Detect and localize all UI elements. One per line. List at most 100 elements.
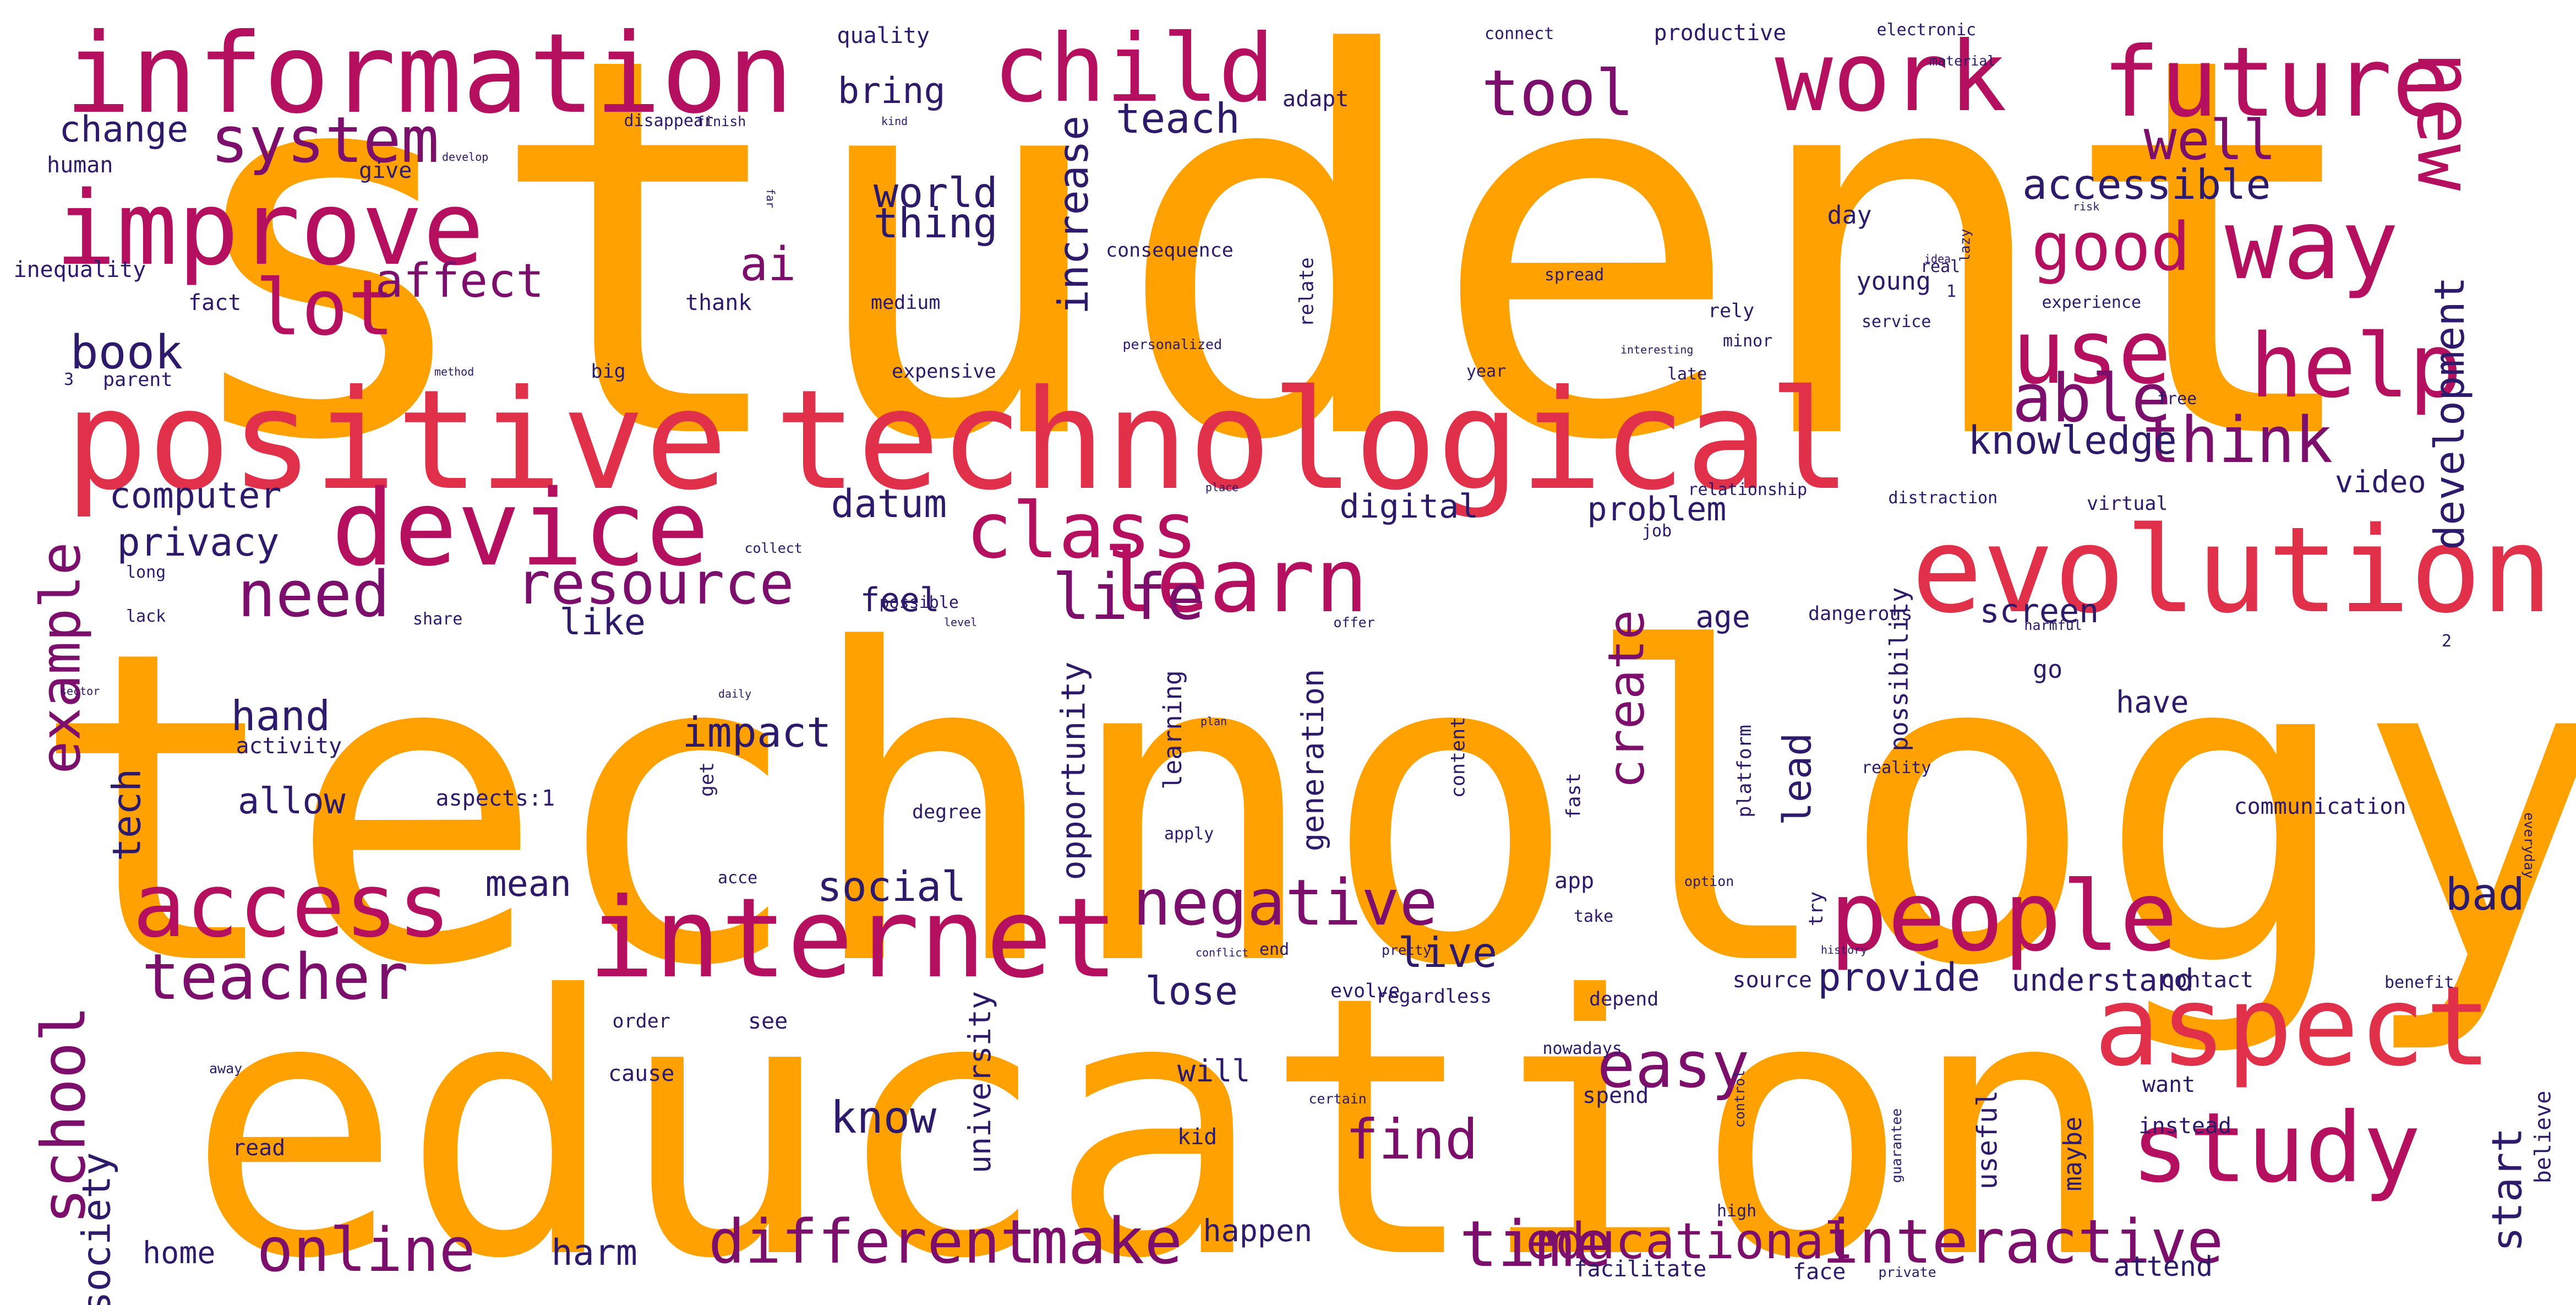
word-harm: harm xyxy=(551,1232,638,1274)
word-information: information xyxy=(64,10,794,138)
word-parent: parent xyxy=(103,368,173,391)
word-go: go xyxy=(2033,654,2063,684)
word-lazy: lazy xyxy=(1957,228,1973,262)
word-app: app xyxy=(1554,868,1595,894)
word-fast: fast xyxy=(1563,772,1585,819)
word-end: end xyxy=(1259,940,1290,959)
word-society: society xyxy=(74,1152,119,1305)
word-content: content xyxy=(1447,716,1470,798)
word-day: day xyxy=(1827,200,1872,230)
word-1: 1 xyxy=(1946,282,1957,301)
word-long: long xyxy=(126,563,166,582)
word-teacher: teacher xyxy=(141,940,409,1014)
word-technological: technological xyxy=(774,360,1852,520)
word-minor: minor xyxy=(1723,331,1773,351)
word-start: start xyxy=(2482,1127,2531,1252)
word-human: human xyxy=(47,153,113,178)
word-collect: collect xyxy=(744,540,803,556)
word-3: 3 xyxy=(64,370,74,389)
word-pretty: pretty xyxy=(1382,942,1432,958)
word-kind: kind xyxy=(881,115,908,128)
word-accessible: accessible xyxy=(2022,160,2271,209)
word-bad: bad xyxy=(2445,869,2525,920)
word-late: late xyxy=(1667,365,1707,384)
word-educational: educational xyxy=(1526,1212,1854,1270)
word-aspect: aspect xyxy=(2094,963,2492,1091)
word-option: option xyxy=(1684,873,1734,889)
word-finish: finish xyxy=(696,113,746,129)
word-lose: lose xyxy=(1145,969,1238,1014)
word-regardless: regardless xyxy=(1376,985,1492,1008)
word-generation: generation xyxy=(1295,668,1330,851)
word-far: far xyxy=(764,188,778,209)
word-lead: lead xyxy=(1774,732,1820,826)
word-aspects-1: aspects:1 xyxy=(435,786,555,811)
word-development: development xyxy=(2425,276,2474,550)
word-way: way xyxy=(2225,189,2399,301)
word-read: read xyxy=(232,1135,286,1161)
word-kid: kid xyxy=(1177,1124,1218,1150)
word-order: order xyxy=(612,1010,670,1032)
word-provide: provide xyxy=(1818,955,1980,1000)
word-make: make xyxy=(1030,1204,1183,1279)
word-spend: spend xyxy=(1582,1083,1649,1108)
word-level: level xyxy=(944,616,978,629)
word-access: access xyxy=(133,854,451,957)
word-life: life xyxy=(1052,560,1205,634)
word-technology: technology xyxy=(29,559,2576,1059)
word-offer: offer xyxy=(1333,614,1375,630)
word-tech: tech xyxy=(103,768,149,862)
word-believe: believe xyxy=(2530,1090,2556,1184)
word-everyday: everyday xyxy=(2521,812,2537,879)
word-degree: degree xyxy=(912,801,982,823)
word-future: future xyxy=(2102,26,2451,139)
word-high: high xyxy=(1717,1201,1757,1221)
word-university: university xyxy=(962,991,997,1173)
word-negative: negative xyxy=(1133,866,1438,940)
word-bring: bring xyxy=(838,70,946,112)
word-datum: datum xyxy=(831,481,947,526)
word-book: book xyxy=(70,325,183,380)
word-computer: computer xyxy=(109,475,282,516)
word-interesting: interesting xyxy=(1620,343,1694,356)
word-communication: communication xyxy=(2234,794,2406,819)
word-free: free xyxy=(2157,389,2197,409)
word-possible: possible xyxy=(879,593,959,612)
word-place: place xyxy=(1205,481,1239,494)
word-see: see xyxy=(748,1009,788,1034)
word-hand: hand xyxy=(231,691,331,740)
word-quality: quality xyxy=(837,23,930,48)
word-virtual: virtual xyxy=(2087,492,2168,515)
word-risk: risk xyxy=(2073,200,2100,213)
word-class: class xyxy=(965,486,1198,576)
word-new: new xyxy=(2399,51,2489,191)
word-improve: improve xyxy=(55,168,484,288)
word-big: big xyxy=(591,360,626,383)
word-student: student xyxy=(170,0,2373,555)
word-connect: connect xyxy=(1485,24,1554,44)
word-electronic: electronic xyxy=(1876,20,1977,40)
word-use: use xyxy=(2012,301,2171,404)
word-personalized: personalized xyxy=(1122,336,1222,352)
word-thing: thing xyxy=(874,198,998,247)
word-easy: easy xyxy=(1597,1028,1750,1102)
word-real: real xyxy=(1920,257,1961,276)
word-online: online xyxy=(256,1215,476,1285)
word-certain: certain xyxy=(1308,1090,1367,1107)
word-video: video xyxy=(2335,464,2426,499)
word-study: study xyxy=(2131,1092,2421,1204)
word-will: will xyxy=(1177,1053,1251,1089)
word-give: give xyxy=(359,158,412,183)
word-feel: feel xyxy=(860,581,940,619)
word-daily: daily xyxy=(718,687,752,700)
word-spread: spread xyxy=(1544,265,1604,285)
word-live: live xyxy=(1398,928,1498,977)
word-increase: increase xyxy=(1049,115,1098,314)
word-rely: rely xyxy=(1708,300,1755,322)
word-inequality: inequality xyxy=(13,257,146,282)
word-acce: acce xyxy=(718,868,758,888)
word-try: try xyxy=(1805,891,1827,926)
word-social: social xyxy=(817,862,967,911)
word-device: device xyxy=(331,467,710,589)
